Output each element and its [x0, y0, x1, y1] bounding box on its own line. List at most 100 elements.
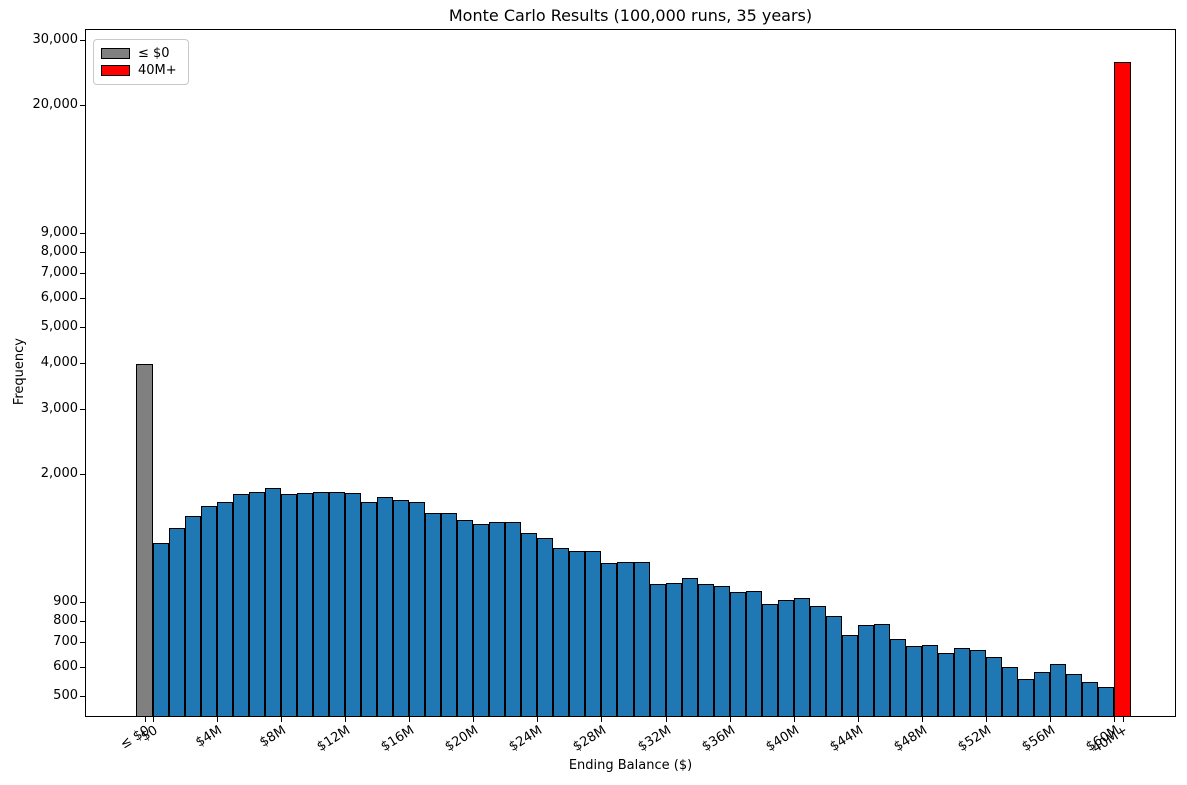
y-tick-label: 30,000: [32, 32, 79, 47]
y-tick: [80, 273, 85, 274]
histogram-bar: [553, 548, 569, 717]
histogram-bar: [842, 635, 858, 717]
x-tick: [794, 717, 795, 722]
histogram-bar: [489, 522, 505, 717]
histogram-bar: [153, 543, 169, 717]
histogram-bar: [505, 522, 521, 717]
histogram-bar: [409, 502, 425, 717]
x-tick: [601, 717, 602, 722]
histogram-bar: [585, 551, 601, 717]
y-tick: [80, 363, 85, 364]
chart-title: Monte Carlo Results (100,000 runs, 35 ye…: [448, 6, 813, 25]
y-tick: [80, 474, 85, 475]
histogram-bar: [185, 516, 201, 717]
x-tick-label-text: $44M: [827, 723, 866, 755]
x-tick-label-text: $28M: [570, 723, 609, 755]
x-tick: [409, 717, 410, 722]
y-tick: [80, 642, 85, 643]
histogram-bar: [281, 494, 297, 717]
histogram-bar: [297, 493, 313, 717]
histogram-bar: [441, 513, 457, 717]
histogram-bar: [874, 624, 890, 717]
histogram-bar: [521, 533, 537, 717]
x-tick-label-text: $36M: [699, 723, 738, 755]
x-tick-label-text: $12M: [314, 723, 353, 755]
x-tick: [345, 717, 346, 722]
x-tick-label-text: $16M: [378, 723, 417, 755]
histogram-bar: [858, 625, 874, 717]
histogram-bar: [922, 645, 938, 717]
x-tick-label-text: $40M: [763, 723, 802, 755]
histogram-bar: [1002, 667, 1018, 717]
histogram-bar: [890, 639, 906, 717]
x-tick: [922, 717, 923, 722]
y-tick-label: 5,000: [40, 319, 78, 334]
histogram-bar: [457, 520, 473, 717]
histogram-bar: [1018, 679, 1034, 717]
histogram-bar: [698, 584, 714, 717]
legend: ≤ $0 40M+: [93, 39, 189, 85]
histogram-bar: [986, 657, 1002, 717]
x-tick: [217, 717, 218, 722]
x-tick-label-text: $8M: [257, 723, 289, 751]
y-tick-label: 20,000: [32, 97, 79, 112]
x-tick-label-text: $32M: [635, 723, 674, 755]
histogram-bar: [970, 650, 986, 717]
y-tick-label: 900: [53, 594, 78, 609]
y-tick-label: 500: [53, 688, 78, 703]
x-tick-label-text: $52M: [955, 723, 994, 755]
y-tick: [80, 621, 85, 622]
legend-item-le-zero: ≤ $0: [101, 45, 177, 62]
histogram-bar: [714, 586, 730, 717]
histogram-bar: [249, 492, 265, 717]
x-tick-label-text: $24M: [506, 723, 545, 755]
y-tick: [80, 696, 85, 697]
y-tick-label: 4,000: [40, 355, 78, 370]
x-tick: [537, 717, 538, 722]
histogram-bar: [473, 524, 489, 717]
histogram-bar: [393, 500, 409, 717]
histogram-bar: [217, 502, 233, 717]
y-tick: [80, 233, 85, 234]
histogram-bar: [634, 562, 650, 717]
x-tick-label-text: $20M: [442, 723, 481, 755]
overflow-bar-40m-plus: [1114, 62, 1131, 717]
y-tick: [80, 40, 85, 41]
y-tick: [80, 409, 85, 410]
overflow-swatch-icon: [101, 65, 130, 76]
x-tick: [666, 717, 667, 722]
histogram-bar: [569, 551, 585, 717]
underflow-bar-le-zero: [136, 364, 153, 717]
histogram-bar: [810, 606, 826, 717]
histogram-bar: [233, 494, 249, 717]
histogram-bar: [1098, 687, 1114, 717]
histogram-bar: [826, 616, 842, 717]
y-tick-label: 8,000: [40, 244, 78, 259]
x-tick: [1114, 717, 1115, 722]
histogram-bar: [954, 648, 970, 717]
x-axis-label: Ending Balance ($): [568, 758, 693, 773]
y-tick: [80, 252, 85, 253]
legend-label: 40M+: [138, 63, 177, 78]
histogram-bar: [650, 584, 666, 717]
y-tick: [80, 105, 85, 106]
histogram-bar: [265, 488, 281, 717]
x-tick: [145, 717, 146, 722]
x-tick-label-text: $48M: [891, 723, 930, 755]
histogram-bar: [746, 591, 762, 717]
x-tick: [986, 717, 987, 722]
y-tick-label: 2,000: [40, 466, 78, 481]
y-tick-label: 600: [53, 659, 78, 674]
histogram-bar: [762, 604, 778, 717]
histogram-bar: [1082, 682, 1098, 717]
histogram-bar: [938, 653, 954, 717]
y-tick-label: 800: [53, 613, 78, 628]
histogram-bar: [1034, 672, 1050, 717]
histogram-bar: [666, 583, 682, 717]
y-tick: [80, 298, 85, 299]
histogram-bar: [345, 493, 361, 717]
y-tick-label: 9,000: [40, 225, 78, 240]
histogram-bar: [361, 502, 377, 717]
histogram-bar: [377, 497, 393, 717]
x-tick: [1050, 717, 1051, 722]
